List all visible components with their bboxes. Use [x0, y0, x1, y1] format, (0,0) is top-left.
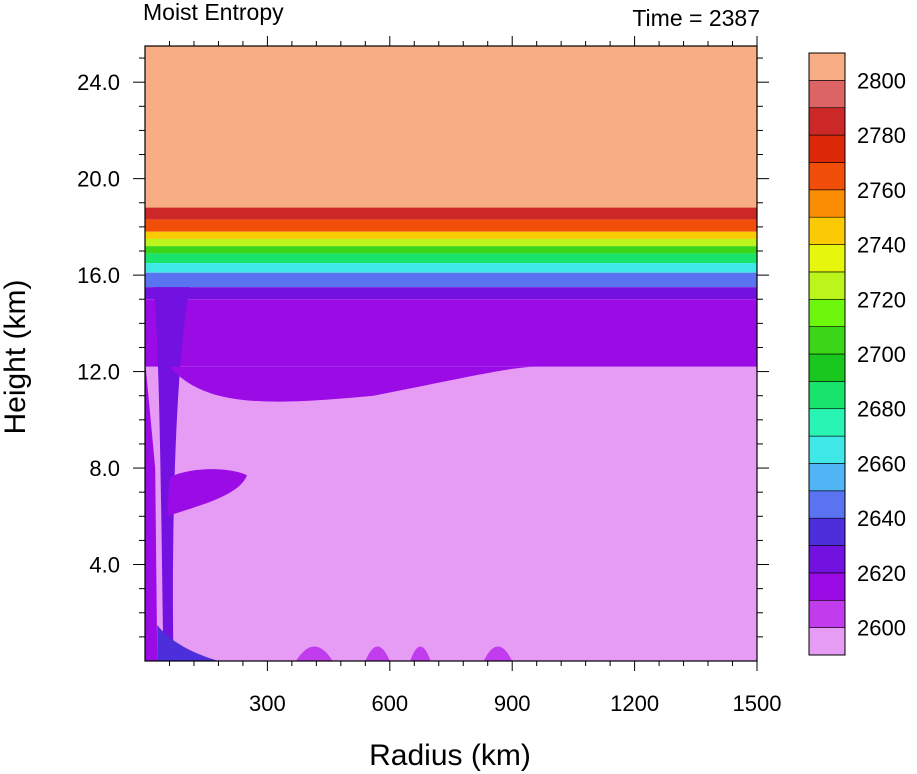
colorbar-label-10: 2800: [857, 68, 906, 93]
colorbar-box-12: [808, 298, 846, 327]
contour-band-1: [145, 207, 757, 220]
colorbar-box-14: [808, 244, 846, 273]
contour-band-2: [145, 219, 757, 232]
eyewall-core: [153, 287, 190, 661]
colorbar-box-6: [808, 463, 846, 492]
colorbar-box-1: [808, 599, 846, 628]
contour-band-8: [145, 272, 757, 288]
colorbar-box-13: [808, 271, 846, 300]
colorbar-label-4: 2680: [857, 397, 906, 422]
colorbar-box-0: [808, 627, 846, 656]
colorbar-label-3: 2660: [857, 451, 906, 476]
surface-bump-1: [410, 646, 431, 661]
surface-bump-3: [365, 646, 390, 661]
chart-title: Moist Entropy: [143, 0, 284, 25]
axes: 300 600 900 1200 1500 4.0 8.0 12.0 16.0 20.0 24.0: [77, 36, 781, 716]
x-tick-label-3: 1200: [610, 691, 659, 716]
y-tick-label-4: 20.0: [77, 167, 120, 192]
y-tick-label-5: 24.0: [77, 70, 120, 95]
y-tick-label-0: 4.0: [89, 553, 120, 578]
colorbar-label-2: 2640: [857, 506, 906, 531]
y-axis-label: Height (km): [0, 279, 32, 434]
colorbar-label-6: 2720: [857, 287, 906, 312]
contour-band-4: [145, 238, 757, 247]
surface-bump-2: [483, 646, 513, 661]
contour-band-9: [145, 287, 757, 300]
y-tick-label-2: 12.0: [77, 360, 120, 385]
contour-band-5: [145, 246, 757, 254]
colorbar-label-5: 2700: [857, 342, 906, 367]
colorbar-box-8: [808, 408, 846, 437]
eyewall-region: [145, 359, 158, 661]
y-tick-label-3: 16.0: [77, 263, 120, 288]
colorbar-box-20: [808, 80, 846, 109]
contour-band-0: [145, 46, 757, 208]
colorbar-box-7: [808, 435, 846, 464]
colorbar-box-16: [808, 189, 846, 218]
colorbar-box-2: [808, 572, 846, 601]
contour-band-11: [145, 366, 757, 661]
colorbar-box-10: [808, 353, 846, 382]
contour-band-10: [145, 299, 757, 367]
colorbar-box-15: [808, 216, 846, 245]
contour-band-3: [145, 231, 757, 239]
colorbar-label-7: 2740: [857, 233, 906, 258]
boundary-layer-low: [157, 624, 219, 661]
colorbar-label-1: 2620: [857, 561, 906, 586]
colorbar-box-4: [808, 517, 846, 546]
x-tick-label-0: 300: [249, 691, 286, 716]
plot-frame: [144, 45, 758, 662]
colorbar-frame: [808, 52, 846, 656]
colorbar-box-19: [808, 107, 846, 136]
y-tick-label-1: 8.0: [89, 456, 120, 481]
colorbar-box-11: [808, 326, 846, 355]
mid-level-pocket: [167, 469, 247, 517]
colorbar-box-9: [808, 381, 846, 410]
colorbar-box-5: [808, 490, 846, 519]
contour-band-7: [145, 263, 757, 273]
time-label: Time = 2387: [632, 5, 760, 31]
colorbar: 2600 2620 2640 2660 2680 2700 2720 2740 2760 2780…: [808, 52, 906, 656]
x-tick-label-2: 900: [494, 691, 531, 716]
colorbar-label-8: 2760: [857, 178, 906, 203]
colorbar-box-21: [808, 52, 846, 81]
colorbar-box-18: [808, 134, 846, 163]
colorbar-box-17: [808, 162, 846, 191]
plot-area: [145, 46, 757, 661]
x-axis-label: Radius (km): [369, 739, 531, 772]
surface-bump-0: [295, 646, 333, 661]
colorbar-label-9: 2780: [857, 123, 906, 148]
x-tick-label-4: 1500: [733, 691, 782, 716]
colorbar-label-0: 2600: [857, 616, 906, 641]
contour-band-6: [145, 253, 757, 264]
colorbar-box-3: [808, 545, 846, 574]
x-tick-label-1: 600: [371, 691, 408, 716]
upper-outflow-edge: [169, 366, 537, 402]
